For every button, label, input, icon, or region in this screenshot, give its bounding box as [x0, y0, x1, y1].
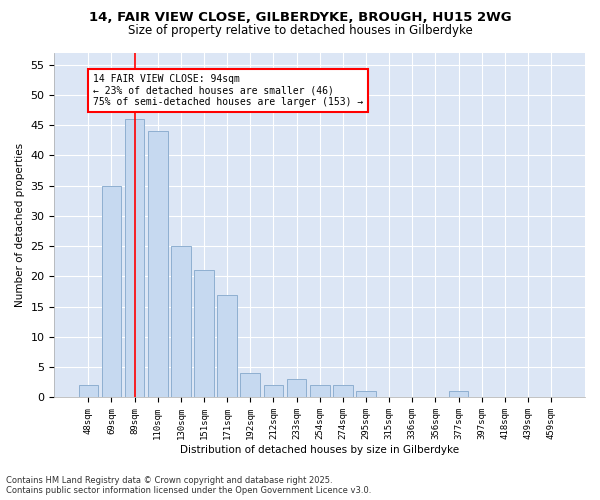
Bar — [310, 386, 329, 398]
Bar — [287, 380, 307, 398]
Bar — [79, 386, 98, 398]
X-axis label: Distribution of detached houses by size in Gilberdyke: Distribution of detached houses by size … — [180, 445, 459, 455]
Text: 14 FAIR VIEW CLOSE: 94sqm
← 23% of detached houses are smaller (46)
75% of semi-: 14 FAIR VIEW CLOSE: 94sqm ← 23% of detac… — [93, 74, 363, 107]
Text: Size of property relative to detached houses in Gilberdyke: Size of property relative to detached ho… — [128, 24, 472, 37]
Bar — [171, 246, 191, 398]
Bar — [333, 386, 353, 398]
Bar — [194, 270, 214, 398]
Bar — [217, 294, 237, 398]
Bar — [101, 186, 121, 398]
Text: Contains HM Land Registry data © Crown copyright and database right 2025.
Contai: Contains HM Land Registry data © Crown c… — [6, 476, 371, 495]
Bar — [449, 392, 469, 398]
Bar — [263, 386, 283, 398]
Text: 14, FAIR VIEW CLOSE, GILBERDYKE, BROUGH, HU15 2WG: 14, FAIR VIEW CLOSE, GILBERDYKE, BROUGH,… — [89, 11, 511, 24]
Bar — [356, 392, 376, 398]
Bar — [241, 374, 260, 398]
Bar — [148, 131, 167, 398]
Y-axis label: Number of detached properties: Number of detached properties — [15, 143, 25, 307]
Bar — [125, 119, 145, 398]
